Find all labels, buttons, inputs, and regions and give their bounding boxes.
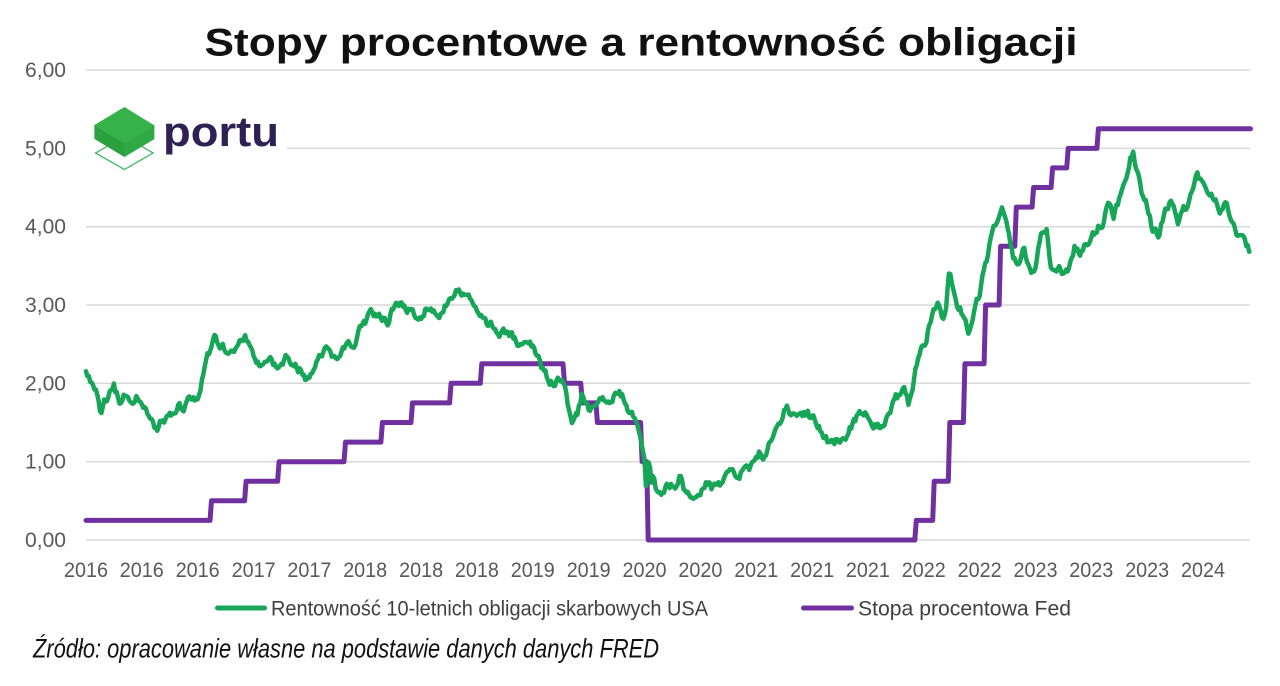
svg-text:Źródło: opracowanie własne na: Źródło: opracowanie własne na podstawie … — [32, 634, 659, 664]
svg-text:2023: 2023 — [1069, 558, 1113, 582]
svg-text:6,00: 6,00 — [25, 58, 66, 82]
svg-text:2016: 2016 — [64, 558, 108, 582]
svg-text:2018: 2018 — [399, 558, 443, 582]
svg-text:2,00: 2,00 — [25, 371, 66, 395]
svg-text:Stopa procentowa Fed: Stopa procentowa Fed — [858, 598, 1071, 621]
svg-text:0,00: 0,00 — [25, 528, 66, 552]
svg-text:2020: 2020 — [623, 558, 667, 582]
svg-text:2016: 2016 — [120, 558, 164, 582]
svg-text:2018: 2018 — [343, 558, 387, 582]
svg-text:2016: 2016 — [176, 558, 220, 582]
svg-text:5,00: 5,00 — [25, 136, 66, 160]
svg-text:2022: 2022 — [958, 558, 1002, 582]
svg-text:2019: 2019 — [511, 558, 555, 582]
svg-text:2017: 2017 — [232, 558, 276, 582]
svg-text:portu: portu — [163, 108, 279, 155]
svg-text:4,00: 4,00 — [25, 215, 66, 239]
svg-text:3,00: 3,00 — [25, 293, 66, 317]
svg-text:2018: 2018 — [455, 558, 499, 582]
svg-text:2023: 2023 — [1125, 558, 1169, 582]
svg-text:2020: 2020 — [678, 558, 722, 582]
svg-text:2019: 2019 — [567, 558, 611, 582]
svg-text:2021: 2021 — [846, 558, 890, 582]
svg-text:Rentowność 10-letnich obligacj: Rentowność 10-letnich obligacji skarbowy… — [271, 598, 708, 621]
svg-text:2017: 2017 — [287, 558, 331, 582]
svg-text:2021: 2021 — [734, 558, 778, 582]
svg-text:2021: 2021 — [790, 558, 834, 582]
svg-text:2024: 2024 — [1181, 558, 1225, 582]
svg-text:2022: 2022 — [902, 558, 946, 582]
svg-text:Stopy procentowe a rentowność: Stopy procentowe a rentowność obligacji — [205, 22, 1078, 65]
svg-text:2023: 2023 — [1014, 558, 1058, 582]
svg-text:1,00: 1,00 — [25, 450, 66, 474]
